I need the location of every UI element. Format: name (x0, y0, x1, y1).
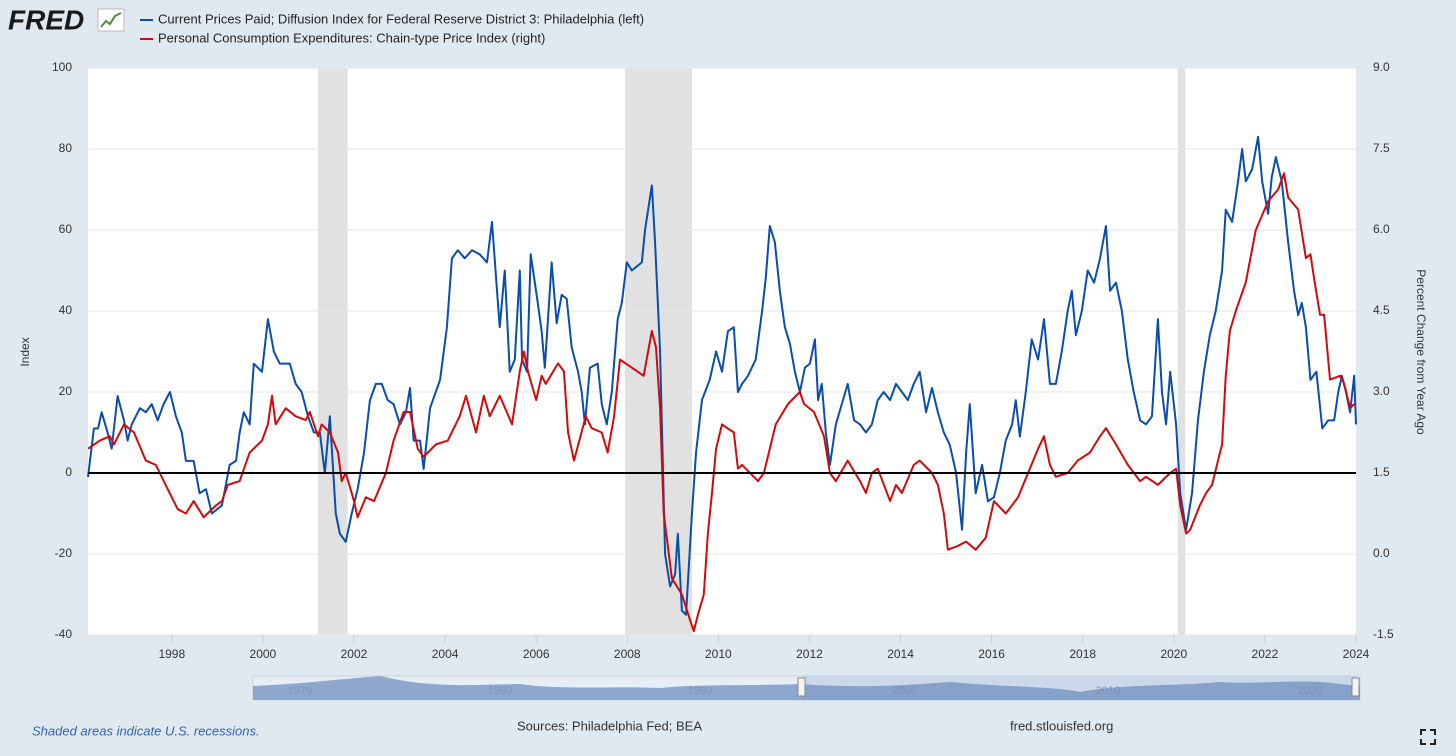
y2-axis-title: Percent Change from Year Ago (1414, 269, 1428, 435)
x-tick-label: 2006 (523, 647, 550, 661)
x-tick-label: 2024 (1343, 647, 1370, 661)
navigator-label: 1990 (688, 685, 712, 697)
logo: FRED (8, 4, 84, 35)
navigator-label: 2000 (893, 685, 917, 697)
x-tick-label: 1998 (158, 647, 185, 661)
recession-band (624, 68, 692, 635)
logo-icon (97, 8, 125, 32)
y2-tick-label: 1.5 (1373, 465, 1390, 479)
navigator-label: 2020 (1298, 685, 1322, 697)
y2-tick-label: 3.0 (1373, 384, 1390, 398)
x-tick-label: 2012 (796, 647, 823, 661)
series-line (87, 172, 1355, 633)
y2-tick-label: 6.0 (1373, 222, 1390, 236)
y-tick-label: 40 (59, 303, 73, 317)
navigator-label: 1980 (488, 685, 512, 697)
site: fred.stlouisfed.org (1010, 718, 1113, 733)
navigator-label: 1970 (288, 685, 312, 697)
y-axis-title: Index (18, 337, 32, 366)
y2-tick-label: 4.5 (1373, 303, 1390, 317)
x-tick-label: 2000 (250, 647, 277, 661)
recession-band (1177, 68, 1186, 635)
legend-label: Personal Consumption Expenditures: Chain… (158, 30, 545, 45)
legend-label: Current Prices Paid; Diffusion Index for… (158, 11, 644, 26)
sources: Sources: Philadelphia Fed; BEA (517, 718, 702, 733)
x-tick-label: 2004 (432, 647, 459, 661)
navigator-label: 2010 (1096, 685, 1120, 697)
y-tick-label: -40 (55, 627, 73, 641)
y2-tick-label: -1.5 (1373, 627, 1394, 641)
y2-tick-label: 0.0 (1373, 546, 1390, 560)
x-tick-label: 2010 (705, 647, 732, 661)
fullscreen-icon[interactable] (1420, 729, 1436, 745)
x-tick-label: 2020 (1160, 647, 1187, 661)
y-tick-label: 80 (59, 141, 73, 155)
y2-tick-label: 9.0 (1373, 60, 1390, 74)
x-tick-label: 2002 (341, 647, 368, 661)
y-tick-label: 60 (59, 222, 73, 236)
x-tick-label: 2014 (887, 647, 914, 661)
y-tick-label: -20 (55, 546, 73, 560)
x-tick-label: 2022 (1252, 647, 1279, 661)
x-tick-label: 2008 (614, 647, 641, 661)
y-tick-label: 100 (52, 60, 72, 74)
plot-area (88, 68, 1356, 635)
x-tick-label: 2016 (978, 647, 1005, 661)
navigator (252, 675, 1361, 701)
recession-note: Shaded areas indicate U.S. recessions. (32, 723, 260, 738)
y2-tick-label: 7.5 (1373, 141, 1390, 155)
recession-band (318, 68, 348, 635)
y-tick-label: 0 (65, 465, 72, 479)
y-tick-label: 20 (59, 384, 73, 398)
x-tick-label: 2018 (1069, 647, 1096, 661)
